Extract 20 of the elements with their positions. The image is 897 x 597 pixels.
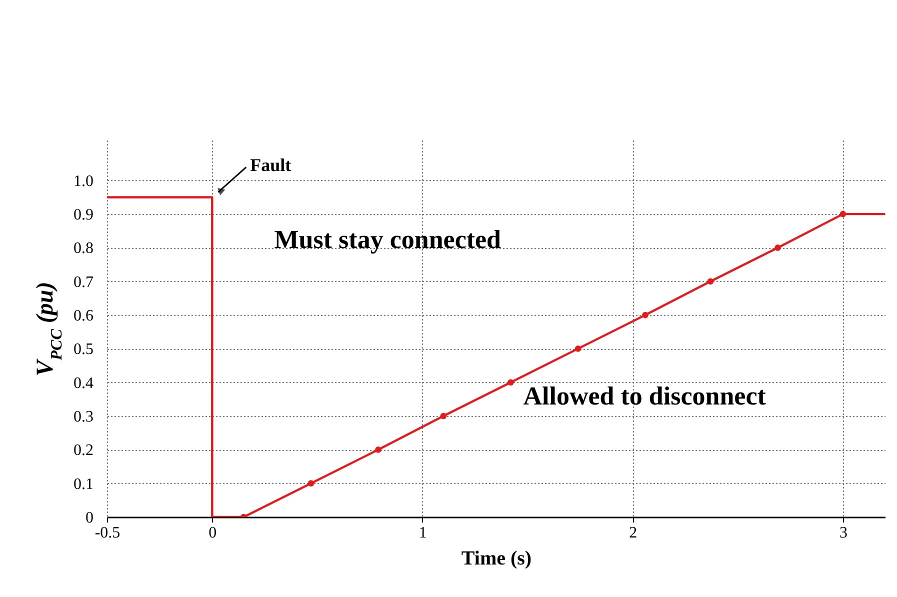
x-tick-label: 1: [418, 524, 427, 542]
x-tick-label: -0.5: [94, 524, 120, 542]
y-tick-label: 0.1: [74, 476, 94, 493]
y-tick-label: 0.2: [74, 442, 94, 460]
y-tick-label: 1.0: [74, 172, 94, 190]
y-tick-label: 0.6: [74, 308, 94, 325]
x-tick-label: 2: [629, 524, 638, 542]
x-tick-label: 0: [208, 524, 217, 542]
annotation: Must stay connected: [274, 224, 502, 254]
y-tick-label: 0.3: [74, 408, 94, 426]
y-tick-label: 0.9: [74, 206, 94, 224]
y-tick-label: 0.7: [74, 274, 94, 291]
annotation: Allowed to disconnect: [523, 381, 766, 410]
x-axis-title: Time (s): [461, 548, 532, 570]
y-tick-label: 0: [86, 510, 94, 526]
x-tick-label: 3: [839, 524, 848, 542]
y-tick-label: 0.5: [74, 341, 94, 358]
y-tick-label: 0.4: [74, 374, 94, 392]
annotation: Fault: [250, 155, 292, 176]
y-tick-label: 0.8: [74, 240, 94, 258]
